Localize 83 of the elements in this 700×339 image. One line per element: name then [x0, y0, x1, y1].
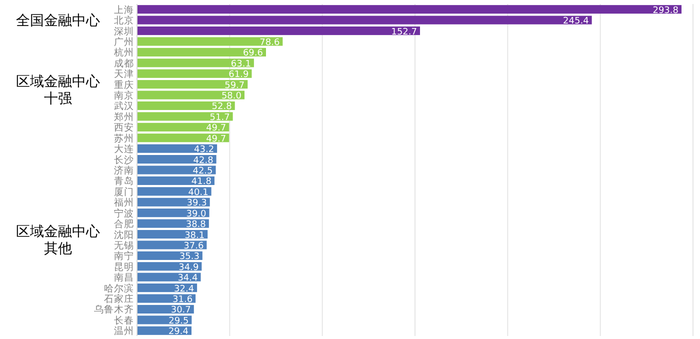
- data-label: 59.7: [224, 80, 245, 91]
- y-tick-label: 天津: [114, 68, 134, 80]
- bar: [137, 26, 420, 36]
- bar: [137, 48, 266, 56]
- bar: [137, 144, 218, 153]
- y-tick-label: 西安: [114, 122, 134, 134]
- data-label: 38.8: [186, 220, 206, 230]
- bar: [137, 37, 283, 46]
- y-tick-label: 成都: [114, 57, 134, 70]
- y-tick-label: 郑州: [114, 110, 134, 123]
- data-label: 37.6: [184, 241, 204, 252]
- text: 区域金融中心十强: [16, 74, 100, 108]
- y-tick-label: 北京: [114, 14, 134, 27]
- y-tick-label: 深圳: [114, 25, 134, 38]
- data-label: 152.7: [391, 27, 418, 38]
- bar: [137, 187, 212, 196]
- data-label: 41.8: [191, 177, 212, 188]
- data-label: 34.9: [178, 262, 199, 273]
- y-tick-label: 石家庄: [104, 293, 134, 306]
- data-label: 29.5: [168, 316, 189, 326]
- bar: [137, 134, 230, 142]
- y-tick-label: 上海: [114, 4, 134, 16]
- y-tick-label: 合肥: [114, 218, 134, 230]
- y-tick-label: 南宁: [114, 250, 134, 262]
- data-label: 39.3: [186, 198, 207, 209]
- y-tick-label: 苏州: [114, 132, 134, 144]
- data-label: 245.4: [563, 16, 590, 27]
- data-label: 32.4: [174, 284, 194, 294]
- y-tick-label: 南京: [114, 90, 134, 102]
- data-label: 69.6: [242, 48, 264, 59]
- data-label: 63.1: [230, 59, 251, 70]
- y-tick-label: 广州: [114, 36, 134, 48]
- data-label: 30.7: [170, 306, 191, 316]
- y-tick-label: 厦门: [114, 186, 134, 198]
- bar: [137, 5, 682, 14]
- data-label: 49.7: [206, 124, 226, 134]
- text: 全国金融中心: [16, 13, 100, 30]
- y-tick-label: 宁波: [114, 207, 134, 220]
- bar: [137, 80, 248, 89]
- bar: [137, 240, 207, 250]
- bar: [137, 294, 196, 303]
- data-label: 42.5: [192, 166, 213, 176]
- bar: [137, 112, 233, 121]
- data-label: 40.1: [188, 188, 208, 198]
- y-tick-label: 大连: [114, 143, 134, 156]
- data-label: 31.6: [172, 295, 193, 306]
- data-label: 38.1: [184, 230, 205, 241]
- data-label: 58.0: [221, 92, 242, 102]
- y-tick-label: 昆明: [114, 262, 134, 273]
- y-tick-label: 杭州: [113, 46, 134, 59]
- data-label: 49.7: [206, 134, 226, 144]
- bar: [137, 58, 254, 68]
- y-tick-label: 长春: [114, 314, 134, 326]
- data-label: 42.8: [193, 156, 214, 166]
- y-tick-label: 武汉: [114, 100, 134, 112]
- y-tick-label: 南昌: [114, 272, 134, 284]
- y-tick-label: 哈尔滨: [104, 282, 134, 294]
- bar: [137, 122, 230, 132]
- y-tick-label: 无锡: [114, 240, 134, 252]
- data-label: 35.3: [179, 252, 200, 262]
- data-label: 34.4: [178, 274, 198, 284]
- data-label: 39.0: [186, 209, 207, 220]
- y-tick-label: 济南: [114, 164, 134, 176]
- bar: [137, 16, 592, 24]
- text: 区域金融中心其他: [16, 224, 100, 258]
- data-label: 293.8: [652, 6, 679, 16]
- data-label: 43.2: [194, 145, 214, 156]
- y-tick-label: 重庆: [114, 78, 134, 91]
- bar: [137, 101, 235, 110]
- y-tick-label: 福州: [114, 196, 134, 209]
- y-tick-label: 沈阳: [114, 228, 134, 241]
- data-label: 61.9: [228, 70, 249, 80]
- bar: [137, 166, 216, 174]
- y-tick-label: 长沙: [114, 154, 134, 166]
- data-label: 51.7: [210, 112, 230, 123]
- bar: [137, 69, 252, 78]
- y-tick-label: 温州: [114, 325, 134, 338]
- data-label: 52.8: [212, 102, 232, 112]
- data-label: 78.6: [260, 38, 280, 48]
- y-tick-label: 青岛: [114, 175, 134, 188]
- bar: [137, 90, 244, 100]
- y-tick-label: 乌鲁木齐: [94, 304, 134, 316]
- data-label: 29.4: [168, 327, 189, 338]
